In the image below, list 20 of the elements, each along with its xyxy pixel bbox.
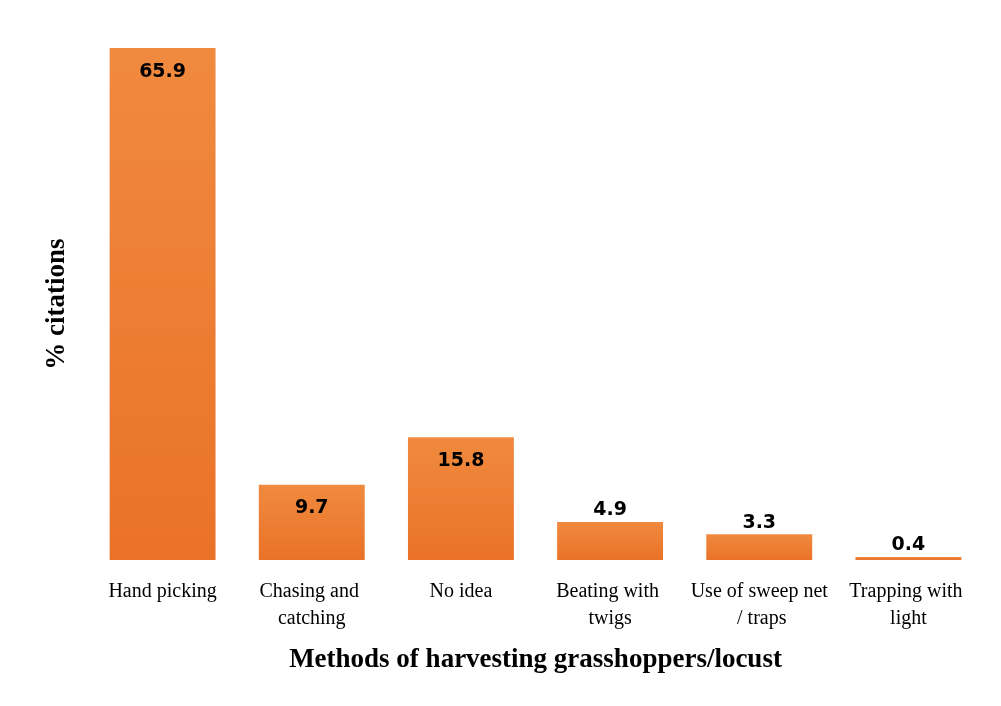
- x-tick-label: Chasing and catching: [259, 578, 364, 629]
- x-axis-title: Methods of harvesting grasshoppers/locust: [289, 642, 782, 673]
- data-label: 4.9: [593, 497, 627, 520]
- bar: [258, 484, 365, 560]
- x-tick-label: Trapping with light: [849, 578, 968, 629]
- x-tick-label: Use of sweep net / traps: [690, 578, 829, 629]
- bar: [855, 556, 962, 560]
- data-label: 3.3: [742, 509, 777, 532]
- data-label: 15.8: [437, 447, 485, 470]
- bar: [109, 48, 216, 560]
- data-label: 0.4: [891, 532, 926, 555]
- data-label: 65.9: [139, 58, 187, 81]
- bar: [407, 437, 514, 560]
- bar: [706, 534, 813, 560]
- y-axis-title: % citations: [39, 238, 70, 370]
- x-tick-label: Hand picking: [108, 578, 217, 602]
- data-label: 9.7: [294, 495, 329, 518]
- x-tick-label: Beating with twigs: [556, 578, 664, 629]
- bar: [557, 521, 664, 560]
- x-tick-label: No idea: [429, 578, 493, 601]
